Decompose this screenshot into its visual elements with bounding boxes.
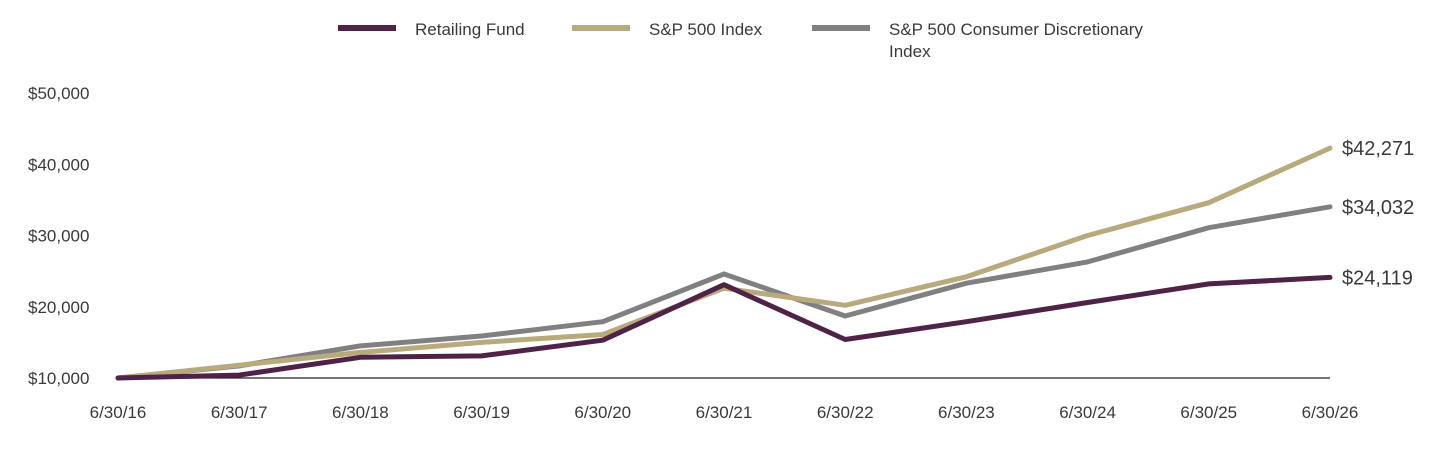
end-value-label: $24,119 [1342,267,1413,289]
x-tick-label: 6/30/24 [1059,403,1116,422]
legend-label-0: Retailing Fund [415,20,525,39]
y-tick-label: $10,000 [28,369,89,388]
legend-label-2: S&P 500 Consumer Discretionary Index [889,20,1143,61]
y-tick-label: $40,000 [28,155,89,174]
series-lines [115,145,1333,381]
x-tick-label: 6/30/17 [211,403,268,422]
end-value-label: $42,271 [1342,138,1414,160]
series-line-2 [115,204,1333,381]
y-tick-label: $20,000 [28,298,89,317]
x-tick-label: 6/30/20 [574,403,631,422]
series-line-1 [115,145,1333,381]
y-tick-label: $50,000 [28,84,89,103]
x-tick-label: 6/30/19 [453,403,510,422]
legend-label-1: S&P 500 Index [649,20,763,39]
legend: Retailing Fund S&P 500 Index S&P 500 Consu… [338,20,1143,61]
y-tick-label: $30,000 [28,227,89,246]
x-tick-label: 6/30/18 [332,403,389,422]
x-tick-label: 6/30/22 [817,403,874,422]
series-line-0 [115,274,1333,381]
x-tick-label: 6/30/26 [1302,403,1359,422]
x-tick-label: 6/30/16 [90,403,147,422]
end-value-label: $34,032 [1342,197,1414,219]
end-value-labels: $24,119 $42,271 $34,032 [1342,138,1414,289]
x-tick-label: 6/30/25 [1180,403,1237,422]
axes: $10,000 $20,000 $30,000 $40,000 $50,000 6/30/… [28,84,1358,422]
x-tick-label: 6/30/21 [696,403,753,422]
x-tick-label: 6/30/23 [938,403,995,422]
